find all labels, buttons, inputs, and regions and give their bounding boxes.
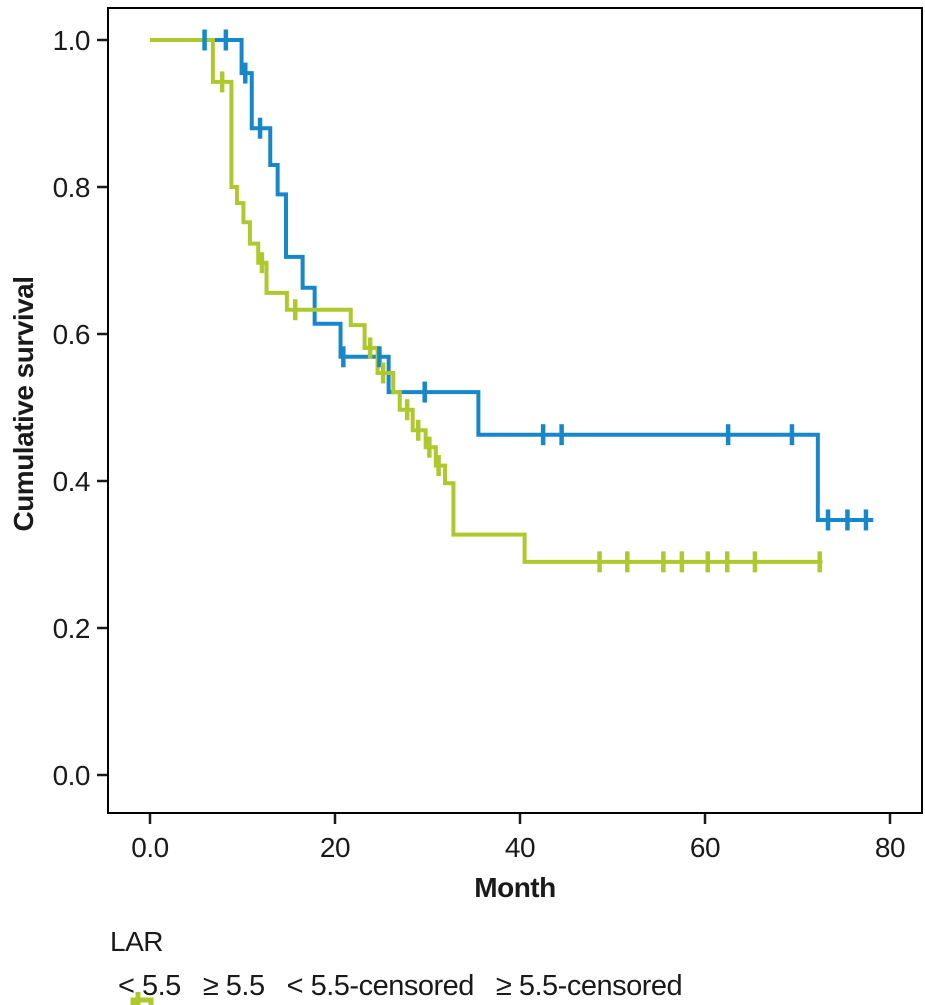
y-tick-label: 0.4: [53, 466, 90, 497]
x-tick-label: 40: [505, 832, 535, 863]
step-line-icon: [130, 997, 154, 1005]
legend-label: < 5.5-censored: [286, 970, 475, 1002]
plot-border: [107, 7, 923, 814]
legend-item-ge55-censored: ≥ 5.5-censored: [135, 970, 683, 1005]
y-tick-label: 0.2: [53, 613, 90, 644]
plus-marker-icon: [135, 992, 141, 1005]
y-axis: 1.0 0.8 0.6 0.4 0.2 0.0: [53, 25, 107, 791]
plot-box: [107, 7, 923, 814]
legend-items: < 5.5 ≥ 5.5 < 5.5-censored: [118, 970, 683, 1005]
x-tick-label: 20: [320, 832, 350, 863]
x-axis: 0.0 20 40 60 80: [131, 814, 906, 863]
legend-label: ≥ 5.5-censored: [495, 970, 683, 1002]
legend-title: LAR: [110, 926, 163, 957]
y-tick-label: 0.6: [53, 319, 90, 350]
legend-label: < 5.5: [118, 970, 181, 1002]
y-tick-label: 1.0: [53, 25, 90, 56]
x-axis-title: Month: [474, 872, 556, 903]
censored-marks: [202, 29, 869, 573]
x-tick-label: 0.0: [131, 832, 168, 863]
y-axis-title: Cumulative survival: [8, 276, 39, 532]
x-tick-label: 80: [875, 832, 905, 863]
survival-curve-lt55: [150, 38, 874, 522]
legend-item-ge55: ≥ 5.5: [130, 970, 265, 1005]
y-tick-label: 0.8: [53, 172, 90, 203]
legend-label: ≥ 5.5: [202, 970, 265, 1002]
x-tick-label: 60: [690, 832, 720, 863]
legend: LAR < 5.5 ≥ 5.5 < 5.5-censored: [110, 926, 910, 1005]
legend-item-lt55-censored: < 5.5-censored: [135, 970, 475, 1005]
y-tick-label: 0.0: [53, 760, 90, 791]
